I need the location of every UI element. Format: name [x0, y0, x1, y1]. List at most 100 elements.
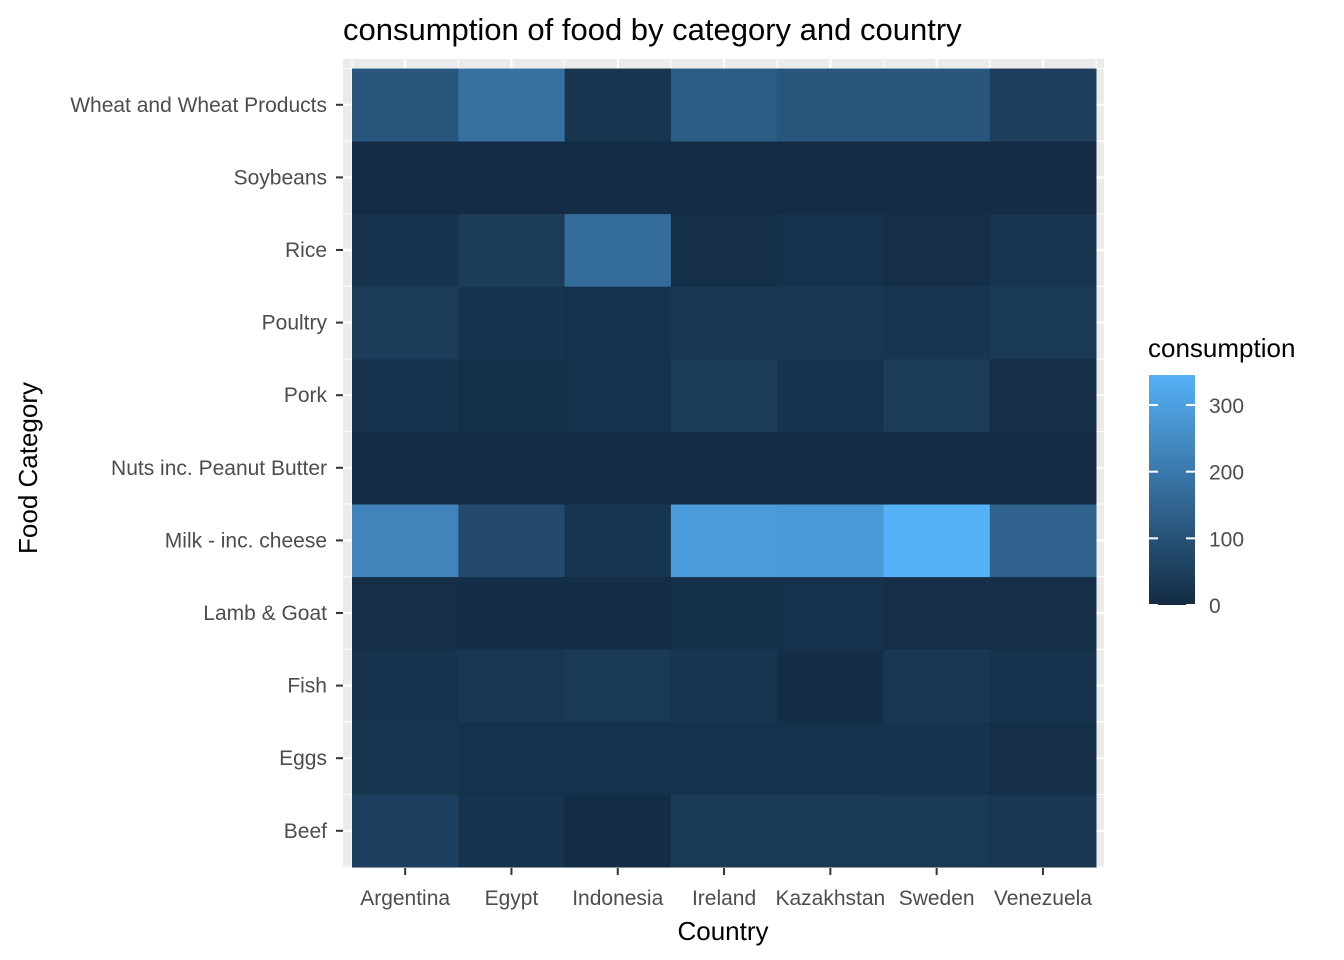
y-axis: Beef Eggs Fish Lamb & Goat Milk - inc. chees…	[70, 94, 343, 843]
heatmap-cell	[670, 576, 778, 650]
heatmap-cell	[458, 431, 565, 505]
heatmap-cell	[989, 213, 1097, 287]
heatmap-cell	[352, 431, 459, 505]
heatmap-cell	[352, 213, 459, 287]
legend-title: consumption	[1148, 333, 1295, 363]
heatmap-cell	[564, 794, 672, 868]
heatmap-cell	[670, 358, 778, 432]
heatmap-cell	[564, 358, 672, 432]
heatmap-cell	[777, 431, 884, 505]
heatmap-cell	[458, 649, 565, 723]
heatmap-cell	[458, 213, 565, 287]
legend-tick-label: 300	[1209, 395, 1244, 418]
heatmap-cell	[777, 141, 884, 215]
y-tick-label: Beef	[284, 820, 327, 843]
legend-colorbar	[1149, 375, 1195, 605]
heatmap-cell	[352, 141, 459, 215]
heatmap-cell	[458, 286, 565, 360]
legend-tick-label: 100	[1209, 528, 1244, 551]
heatmap-cell	[777, 358, 884, 432]
x-tick-label: Egypt	[485, 887, 539, 910]
heatmap-cell	[670, 649, 778, 723]
heatmap-cell	[564, 504, 672, 578]
heatmap-cell	[777, 213, 884, 287]
heatmap-cell	[777, 286, 884, 360]
heatmap-cell	[670, 721, 778, 795]
heatmap-cell	[352, 649, 459, 723]
heatmap-cell	[352, 576, 459, 650]
x-axis: Argentina Egypt Indonesia Ireland Kazakhstan…	[360, 868, 1092, 910]
heatmap-cell	[564, 286, 672, 360]
heatmap-cell	[989, 68, 1097, 142]
y-tick-label: Pork	[284, 384, 328, 407]
heatmap-cell	[564, 649, 672, 723]
heatmap-cell	[670, 68, 778, 142]
heatmap-cell	[989, 141, 1097, 215]
heatmap-cell	[564, 141, 672, 215]
heatmap-cell	[989, 286, 1097, 360]
heatmap-cell	[883, 68, 991, 142]
y-tick-label: Wheat and Wheat Products	[70, 94, 327, 117]
heatmap-cell	[564, 576, 672, 650]
heatmap-cell	[670, 286, 778, 360]
legend-tick-label: 0	[1209, 595, 1221, 618]
heatmap-cell	[989, 358, 1097, 432]
heatmap-cell	[458, 68, 565, 142]
y-axis-title: Food Category	[13, 382, 43, 554]
x-tick-label: Venezuela	[994, 887, 1092, 910]
heatmap-cell	[670, 794, 778, 868]
heatmap-cell	[777, 649, 884, 723]
heatmap-cell	[777, 721, 884, 795]
heatmap-cell	[352, 721, 459, 795]
heatmap-cell	[883, 649, 991, 723]
heatmap-cell	[883, 721, 991, 795]
x-tick-label: Kazakhstan	[775, 887, 885, 910]
heatmap-cell	[777, 504, 884, 578]
heatmap-cell	[883, 794, 991, 868]
heatmap-cell	[883, 141, 991, 215]
heatmap-cell	[989, 649, 1097, 723]
x-tick-label: Indonesia	[572, 887, 663, 910]
heatmap-cell	[777, 576, 884, 650]
heatmap-cell	[883, 504, 991, 578]
heatmap-cell	[564, 431, 672, 505]
x-tick-label: Ireland	[692, 887, 756, 910]
heatmap-cell	[458, 721, 565, 795]
heatmap-cell	[352, 794, 459, 868]
heatmap-cells	[352, 68, 1097, 868]
heatmap-cell	[883, 213, 991, 287]
heatmap-cell	[670, 431, 778, 505]
heatmap-cell	[564, 721, 672, 795]
x-axis-title: Country	[677, 916, 768, 946]
heatmap-cell	[458, 504, 565, 578]
y-tick-label: Nuts inc. Peanut Butter	[111, 457, 327, 480]
heatmap-cell	[352, 68, 459, 142]
heatmap-cell	[352, 286, 459, 360]
heatmap-cell	[670, 213, 778, 287]
y-tick-label: Poultry	[262, 312, 328, 335]
heatmap-cell	[777, 68, 884, 142]
heatmap-cell	[989, 721, 1097, 795]
y-tick-label: Rice	[285, 239, 327, 262]
heatmap-cell	[989, 576, 1097, 650]
y-tick-label: Milk - inc. cheese	[165, 529, 327, 552]
heatmap-cell	[883, 286, 991, 360]
x-tick-label: Sweden	[899, 887, 975, 910]
y-tick-label: Eggs	[279, 747, 327, 770]
legend: consumption 0 100 200 300	[1148, 333, 1295, 618]
legend-tick-label: 200	[1209, 462, 1244, 485]
heatmap-cell	[670, 141, 778, 215]
chart-title: consumption of food by category and coun…	[343, 12, 962, 47]
y-tick-label: Soybeans	[234, 166, 327, 189]
y-tick-label: Fish	[287, 675, 327, 698]
heatmap-cell	[352, 358, 459, 432]
heatmap-cell	[989, 794, 1097, 868]
heatmap-cell	[458, 141, 565, 215]
heatmap-cell	[564, 68, 672, 142]
heatmap-cell	[989, 431, 1097, 505]
heatmap-cell	[458, 576, 565, 650]
heatmap-cell	[458, 794, 565, 868]
heatmap-cell	[777, 794, 884, 868]
heatmap-cell	[564, 213, 672, 287]
